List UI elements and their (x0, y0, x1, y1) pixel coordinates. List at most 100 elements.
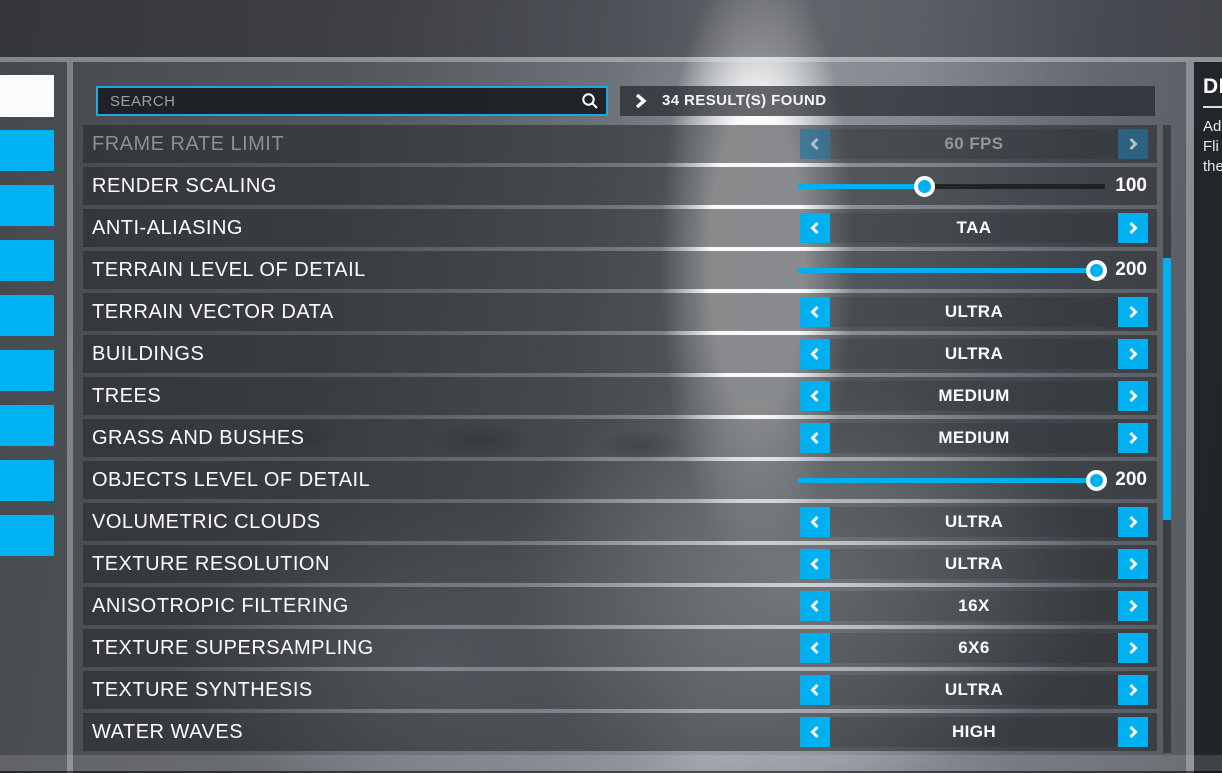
value-strip (800, 213, 1148, 243)
results-bar[interactable]: 34 RESULT(S) FOUND (620, 86, 1155, 116)
increase-option-button[interactable] (1118, 381, 1148, 411)
decrease-option-button[interactable] (800, 381, 830, 411)
slider-track[interactable] (798, 176, 1105, 197)
setting-value: 16X (958, 596, 990, 615)
setting-label: TERRAIN LEVEL OF DETAIL (92, 259, 366, 281)
search-box[interactable] (96, 86, 608, 116)
setting-value: 60 FPS (944, 134, 1004, 153)
value-strip (800, 381, 1148, 411)
chevron-right-icon (1129, 431, 1138, 445)
increase-option-button[interactable] (1118, 297, 1148, 327)
setting-row[interactable]: BUILDINGS ULTRA (83, 335, 1157, 373)
decrease-option-button[interactable] (800, 297, 830, 327)
setting-row[interactable]: TEXTURE SYNTHESIS ULTRA (83, 671, 1157, 709)
chevron-left-icon (810, 641, 819, 655)
detail-panel: DE Ad Fli the (1194, 62, 1222, 773)
slider-fill (798, 268, 1096, 273)
search-input[interactable] (98, 88, 580, 114)
bottom-band (0, 755, 1222, 771)
increase-option-button[interactable] (1118, 339, 1148, 369)
increase-option-button[interactable] (1118, 129, 1148, 159)
chevron-right-icon (1129, 599, 1138, 613)
increase-option-button[interactable] (1118, 423, 1148, 453)
increase-option-button[interactable] (1118, 591, 1148, 621)
decrease-option-button[interactable] (800, 633, 830, 663)
setting-row[interactable]: ANISOTROPIC FILTERING 16X (83, 587, 1157, 625)
setting-label: TERRAIN VECTOR DATA (92, 301, 334, 323)
chevron-left-icon (810, 431, 819, 445)
sidebar-tab[interactable] (0, 240, 54, 281)
increase-option-button[interactable] (1118, 633, 1148, 663)
setting-label: FRAME RATE LIMIT (92, 133, 285, 155)
setting-value: MEDIUM (938, 386, 1010, 405)
value-strip (800, 423, 1148, 453)
chevron-right-icon (1129, 347, 1138, 361)
value-strip (800, 129, 1148, 159)
setting-row[interactable]: TERRAIN LEVEL OF DETAIL 200 (83, 251, 1157, 289)
setting-row[interactable]: OBJECTS LEVEL OF DETAIL 200 (83, 461, 1157, 499)
increase-option-button[interactable] (1118, 675, 1148, 705)
setting-value: ULTRA (944, 680, 1004, 699)
slider-track[interactable] (798, 470, 1107, 491)
slider-thumb[interactable] (1085, 470, 1107, 491)
decrease-option-button[interactable] (800, 129, 830, 159)
decrease-option-button[interactable] (800, 717, 830, 747)
value-strip (800, 717, 1148, 747)
setting-row[interactable]: ANTI-ALIASING TAA (83, 209, 1157, 247)
chevron-left-icon (810, 347, 819, 361)
search-icon (581, 92, 599, 110)
decrease-option-button[interactable] (800, 213, 830, 243)
slider-thumb[interactable] (1085, 260, 1107, 281)
chevron-right-icon (1129, 221, 1138, 235)
sidebar-tab[interactable] (0, 185, 54, 226)
setting-label: RENDER SCALING (92, 175, 277, 197)
value-strip (800, 339, 1148, 369)
sidebar-tab[interactable] (0, 350, 54, 391)
chevron-right-icon (632, 93, 648, 109)
value-strip (800, 549, 1148, 579)
chevron-left-icon (810, 557, 819, 571)
setting-row[interactable]: TREES MEDIUM (83, 377, 1157, 415)
slider-track[interactable] (798, 260, 1107, 281)
setting-label: BUILDINGS (92, 343, 205, 365)
results-count-label: 34 RESULT(S) FOUND (662, 92, 827, 109)
decrease-option-button[interactable] (800, 675, 830, 705)
setting-row[interactable]: TEXTURE RESOLUTION ULTRA (83, 545, 1157, 583)
chevron-left-icon (810, 305, 819, 319)
increase-option-button[interactable] (1118, 549, 1148, 579)
sidebar-tab[interactable] (0, 515, 54, 556)
chevron-right-icon (1129, 683, 1138, 697)
setting-row[interactable]: FRAME RATE LIMIT 60 FPS (83, 125, 1157, 163)
setting-value: 6X6 (958, 638, 990, 657)
increase-option-button[interactable] (1118, 213, 1148, 243)
setting-row[interactable]: RENDER SCALING 100 (83, 167, 1157, 205)
slider-thumb[interactable] (913, 176, 935, 197)
setting-row[interactable]: TERRAIN VECTOR DATA ULTRA (83, 293, 1157, 331)
chevron-left-icon (810, 515, 819, 529)
sidebar-tab[interactable] (0, 460, 54, 501)
decrease-option-button[interactable] (800, 339, 830, 369)
setting-row[interactable]: TEXTURE SUPERSAMPLING 6X6 (83, 629, 1157, 667)
setting-row[interactable]: GRASS AND BUSHES MEDIUM (83, 419, 1157, 457)
sidebar-tab[interactable] (0, 130, 54, 171)
decrease-option-button[interactable] (800, 549, 830, 579)
setting-row[interactable]: VOLUMETRIC CLOUDS ULTRA (83, 503, 1157, 541)
value-strip (800, 591, 1148, 621)
decrease-option-button[interactable] (800, 507, 830, 537)
increase-option-button[interactable] (1118, 507, 1148, 537)
detail-panel-title: DE (1203, 75, 1222, 98)
value-strip (800, 675, 1148, 705)
sidebar-tab[interactable] (0, 405, 54, 446)
sidebar-tab-list (0, 75, 54, 570)
setting-row[interactable]: WATER WAVES HIGH (83, 713, 1157, 751)
setting-label: TEXTURE RESOLUTION (92, 553, 330, 575)
increase-option-button[interactable] (1118, 717, 1148, 747)
sidebar-tab-active[interactable] (0, 75, 54, 117)
detail-panel-text-line: Ad (1203, 118, 1222, 135)
decrease-option-button[interactable] (800, 591, 830, 621)
decrease-option-button[interactable] (800, 423, 830, 453)
chevron-left-icon (810, 725, 819, 739)
scrollbar-thumb[interactable] (1163, 258, 1171, 520)
sidebar-tab[interactable] (0, 295, 54, 336)
slider-value: 200 (1115, 259, 1147, 280)
